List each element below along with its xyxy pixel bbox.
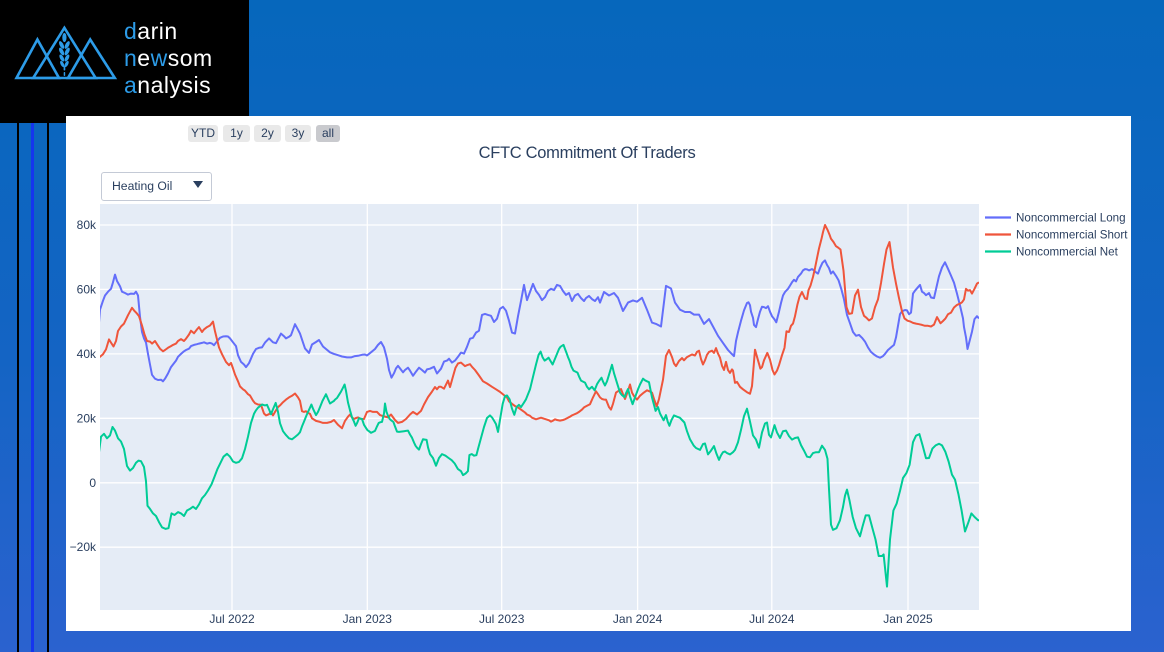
svg-text:60k: 60k xyxy=(77,282,97,296)
svg-text:Jan 2025: Jan 2025 xyxy=(883,612,933,626)
svg-text:Noncommercial Long: Noncommercial Long xyxy=(1016,212,1126,225)
svg-text:20k: 20k xyxy=(77,411,97,425)
svg-text:Jan 2023: Jan 2023 xyxy=(343,612,393,626)
svg-text:Jul 2024: Jul 2024 xyxy=(749,612,795,626)
svg-text:40k: 40k xyxy=(77,347,97,361)
svg-text:Noncommercial Short: Noncommercial Short xyxy=(1016,229,1128,242)
svg-text:−20k: −20k xyxy=(70,540,97,554)
svg-text:0: 0 xyxy=(89,476,96,490)
svg-text:80k: 80k xyxy=(77,218,97,232)
svg-text:Jul 2022: Jul 2022 xyxy=(209,612,255,626)
svg-text:Noncommercial Net: Noncommercial Net xyxy=(1016,246,1119,259)
svg-text:Jul 2023: Jul 2023 xyxy=(479,612,525,626)
svg-text:Jan 2024: Jan 2024 xyxy=(613,612,663,626)
